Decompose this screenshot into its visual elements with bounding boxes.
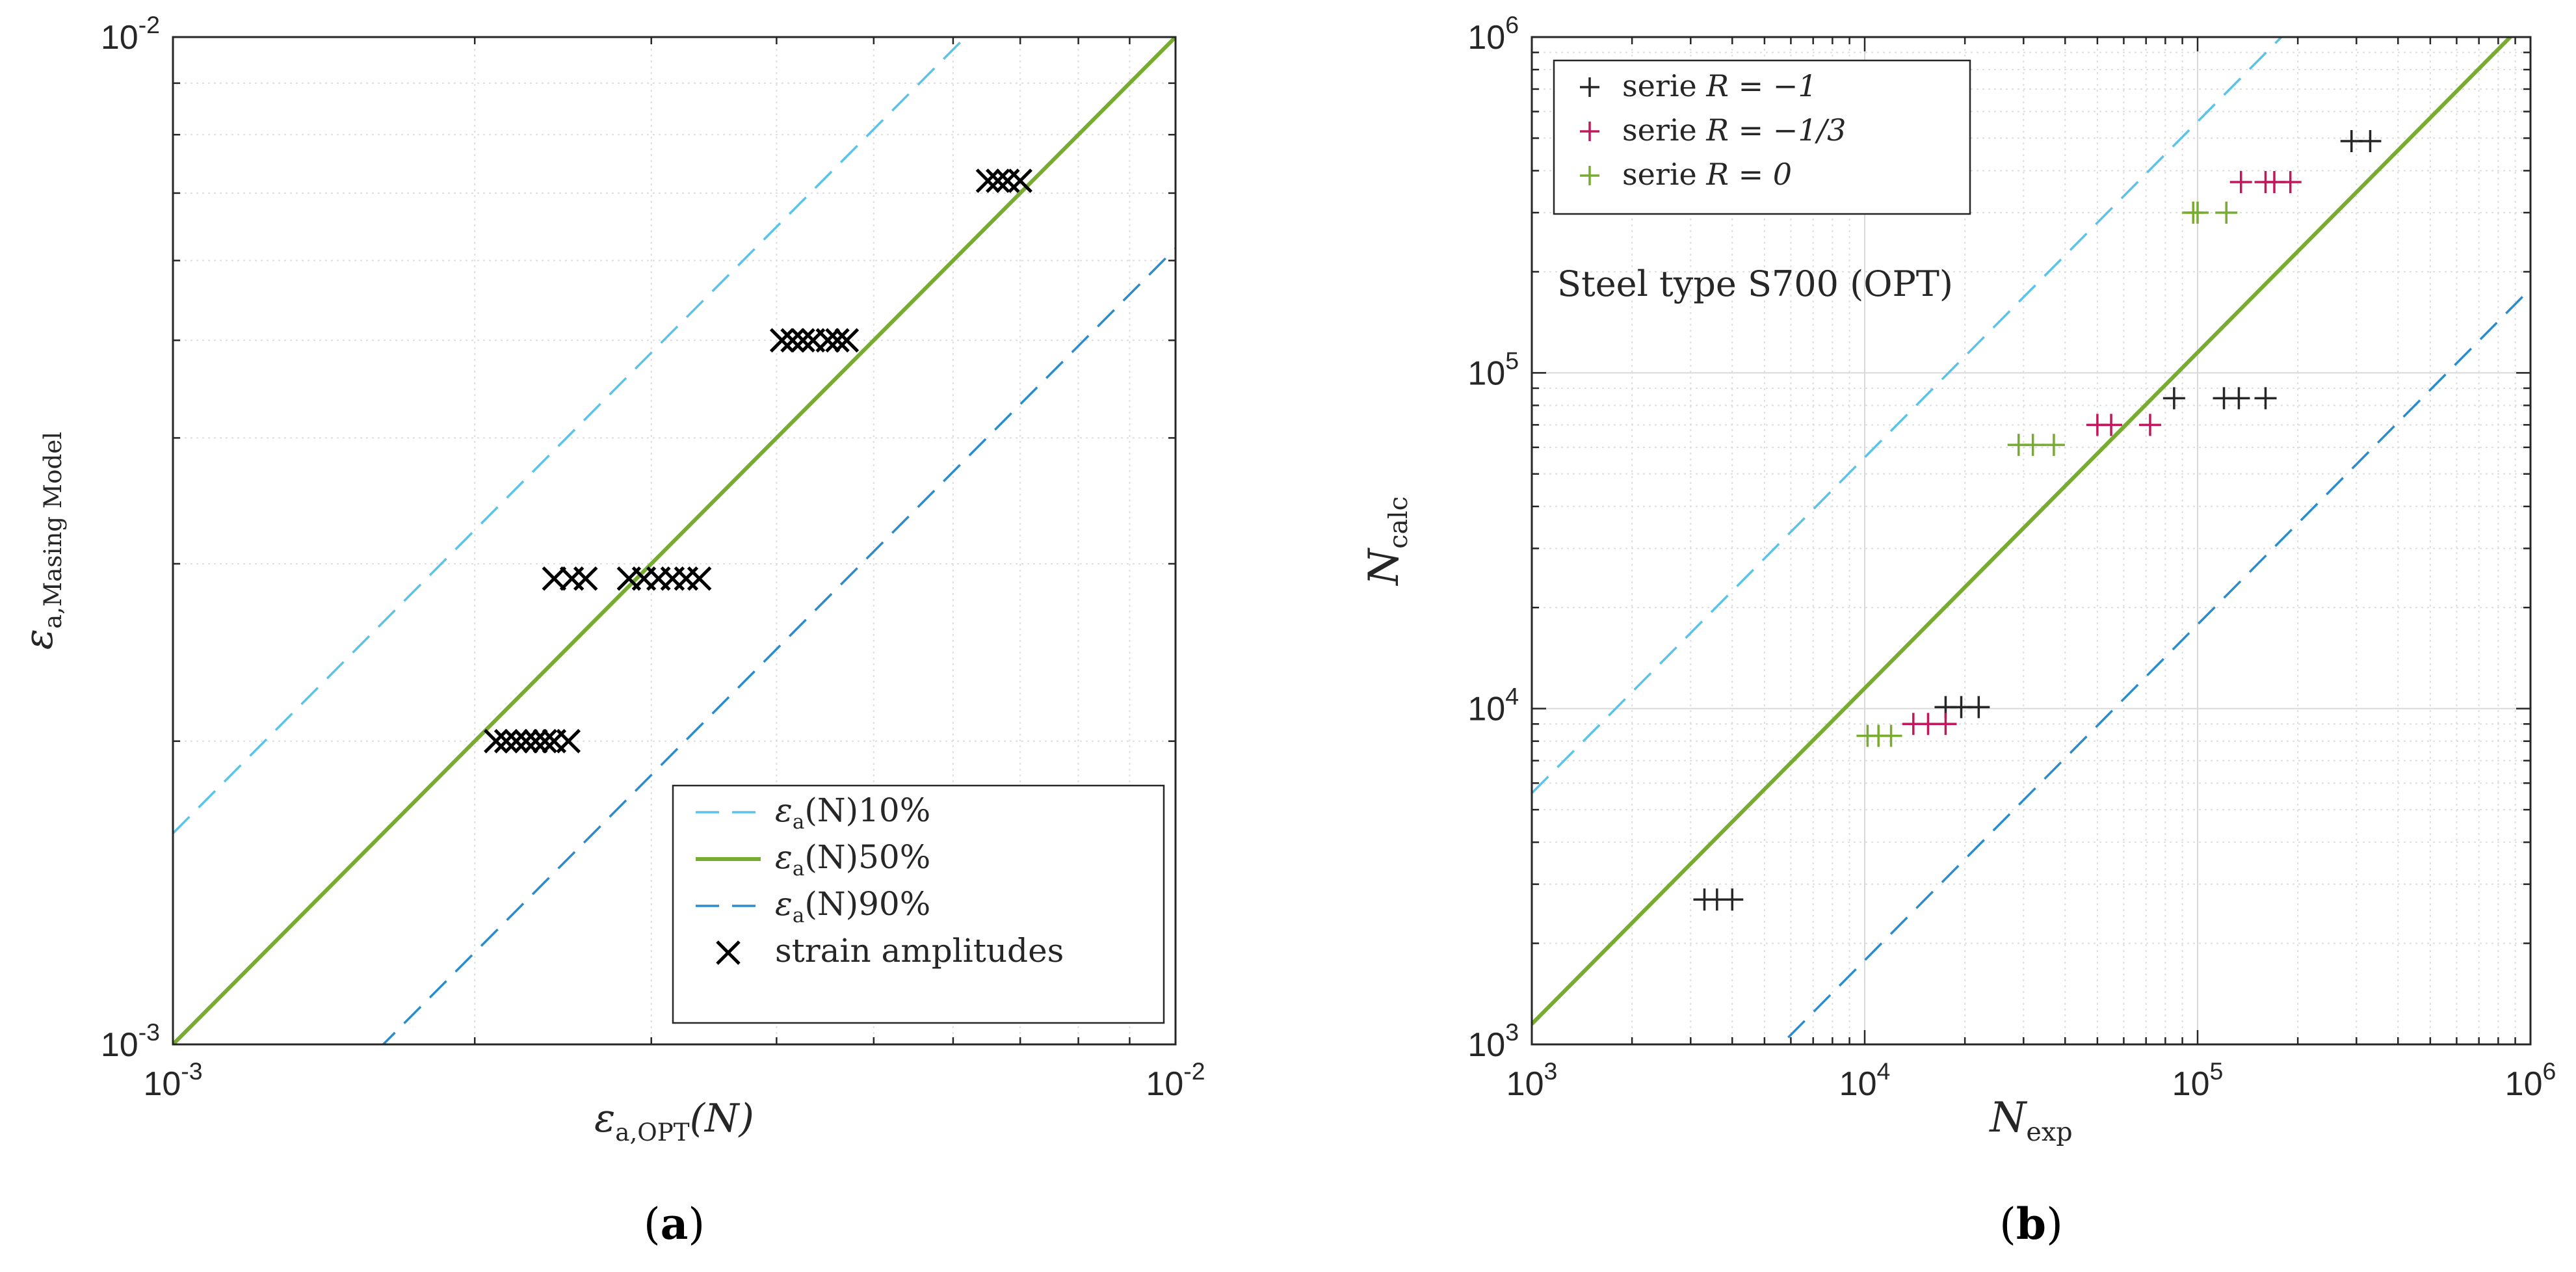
reference-lines-a <box>173 37 1176 1044</box>
legend-label: εa(N)50% <box>775 838 930 881</box>
data-points-b <box>1693 129 2382 911</box>
y-axis-label: εa,Masing Model <box>16 432 67 650</box>
data-point-plus-marker <box>2279 170 2302 193</box>
legend-swatch-plus-marker <box>1580 122 1599 141</box>
legend-label: serie R = −1 <box>1622 68 1817 103</box>
axes-frame-a <box>172 36 1177 1046</box>
reference-line-90pct <box>381 247 1176 1044</box>
data-point-plus-marker <box>2042 434 2065 457</box>
x-tick-label: 103 <box>1506 1057 1558 1103</box>
panel-label-b: (b) <box>1999 1199 2063 1249</box>
data-point-x-marker <box>556 728 581 754</box>
data-point-x-marker <box>815 328 841 353</box>
data-point-x-marker <box>825 328 850 353</box>
y-tick-label: 105 <box>1467 347 1519 392</box>
legend-swatch-plus-marker <box>1580 77 1599 97</box>
legend-label: serie R = 0 <box>1622 157 1792 192</box>
legend-swatch-plus-marker <box>1580 166 1599 185</box>
panel-a-chart: 10-3 10-2 10-3 10-2 εa,OPT(N) εa,Masing Model… <box>16 11 1205 1249</box>
reference-line-10pct <box>1532 37 2283 794</box>
data-point-x-marker <box>493 728 519 754</box>
grid-b <box>1532 37 2530 1044</box>
axes-frame-b <box>1531 36 2532 1046</box>
reference-line-10pct <box>173 37 967 834</box>
data-point-plus-marker <box>1721 888 1744 911</box>
x-tick-label: 104 <box>1839 1057 1891 1103</box>
data-point-x-marker <box>791 328 815 353</box>
y-tick-label: 104 <box>1467 683 1519 728</box>
reference-line-90pct <box>1780 287 2530 1044</box>
data-point-x-marker <box>1008 168 1032 193</box>
data-point-plus-marker <box>2138 414 2161 436</box>
data-point-plus-marker <box>1934 713 1957 735</box>
data-point-x-marker <box>532 728 557 754</box>
x-axis-label: Nexp <box>1988 1094 2072 1147</box>
data-point-plus-marker <box>2187 201 2209 224</box>
panel-b-chart: 103 104 105 106 103 104 105 106 Nexp Ncalc (b) Stee… <box>1360 11 2556 1249</box>
x-tick-label: 10-2 <box>1146 1057 1205 1103</box>
data-point-x-marker <box>975 168 1001 193</box>
legend-label: strain amplitudes <box>775 932 1064 970</box>
data-point-x-marker <box>514 728 538 754</box>
data-point-x-marker <box>542 566 567 591</box>
y-tick-label: 10-3 <box>101 1018 160 1064</box>
reference-line-50pct <box>1532 37 2514 1026</box>
y-tick-label: 10-2 <box>101 11 160 57</box>
panel-label-a: (a) <box>644 1199 705 1249</box>
reference-line-50pct <box>173 37 1176 1044</box>
data-point-x-marker <box>780 328 805 353</box>
data-point-x-marker <box>523 728 548 754</box>
annotation-steel-type: Steel type S700 (OPT) <box>1557 263 1953 304</box>
x-tick-label: 105 <box>2172 1057 2224 1103</box>
data-point-plus-marker <box>1967 696 1990 719</box>
legend-swatch-x-marker <box>716 940 741 965</box>
legend-label: εa(N)10% <box>775 791 930 834</box>
data-point-plus-marker <box>2162 387 2185 410</box>
data-point-plus-marker <box>2021 434 2044 457</box>
x-tick-label: 10-3 <box>143 1057 202 1103</box>
legend-label: εa(N)90% <box>775 885 930 927</box>
x-axis-label: εa,OPT(N) <box>594 1096 754 1146</box>
legend-box-a <box>672 784 1165 1024</box>
grid-a <box>173 37 1176 1044</box>
legend-b: serie R = −1 serie R = −1/3 serie R = 0 <box>1553 59 1971 215</box>
x-tick-label: 106 <box>2505 1057 2556 1103</box>
data-point-plus-marker <box>2254 387 2277 410</box>
data-point-plus-marker <box>2228 387 2250 410</box>
y-tick-label: 103 <box>1467 1018 1519 1064</box>
data-point-plus-marker <box>2229 170 2252 193</box>
data-point-plus-marker <box>2340 129 2363 152</box>
data-point-x-marker <box>573 566 598 591</box>
reference-lines-b <box>1532 37 2530 1044</box>
data-point-plus-marker <box>1880 724 1902 747</box>
legend-a: εa(N)10%εa(N)50%εa(N)90% strain amplitude… <box>672 784 1165 1024</box>
data-point-x-marker <box>986 168 1010 193</box>
data-point-x-marker <box>687 566 712 591</box>
data-point-plus-marker <box>2100 414 2123 436</box>
data-point-x-marker <box>504 728 529 754</box>
legend-box-b <box>1553 59 1971 215</box>
data-point-x-marker <box>834 328 860 353</box>
data-point-x-marker <box>769 328 795 353</box>
y-tick-label: 106 <box>1467 11 1519 57</box>
data-point-x-marker <box>484 728 508 754</box>
axes-a <box>172 36 1177 1046</box>
y-axis-label: Ncalc <box>1360 496 1413 587</box>
legend-label: serie R = −1/3 <box>1622 113 1846 148</box>
data-points-a <box>484 168 1032 754</box>
data-point-plus-marker <box>2359 129 2382 152</box>
axes-b <box>1531 36 2532 1046</box>
data-point-plus-marker <box>2215 201 2238 224</box>
